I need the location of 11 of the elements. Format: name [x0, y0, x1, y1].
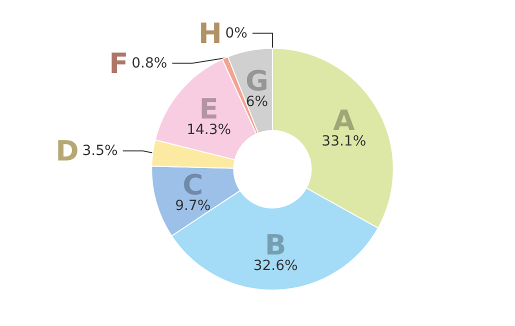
- data-label: 6%: [246, 94, 268, 110]
- data-label: 32.6%: [253, 258, 298, 274]
- text: 0%: [225, 25, 248, 42]
- slice-label: D: [56, 134, 79, 168]
- data-label: 9.7%: [175, 198, 211, 214]
- category-label: H: [198, 16, 222, 50]
- data-label: 3.5%: [82, 142, 118, 159]
- slice-label: F: [109, 46, 128, 80]
- data-label: 14.3%: [186, 122, 232, 138]
- data-label: 33.1%: [322, 133, 366, 150]
- data-label: 0.8%: [132, 55, 168, 72]
